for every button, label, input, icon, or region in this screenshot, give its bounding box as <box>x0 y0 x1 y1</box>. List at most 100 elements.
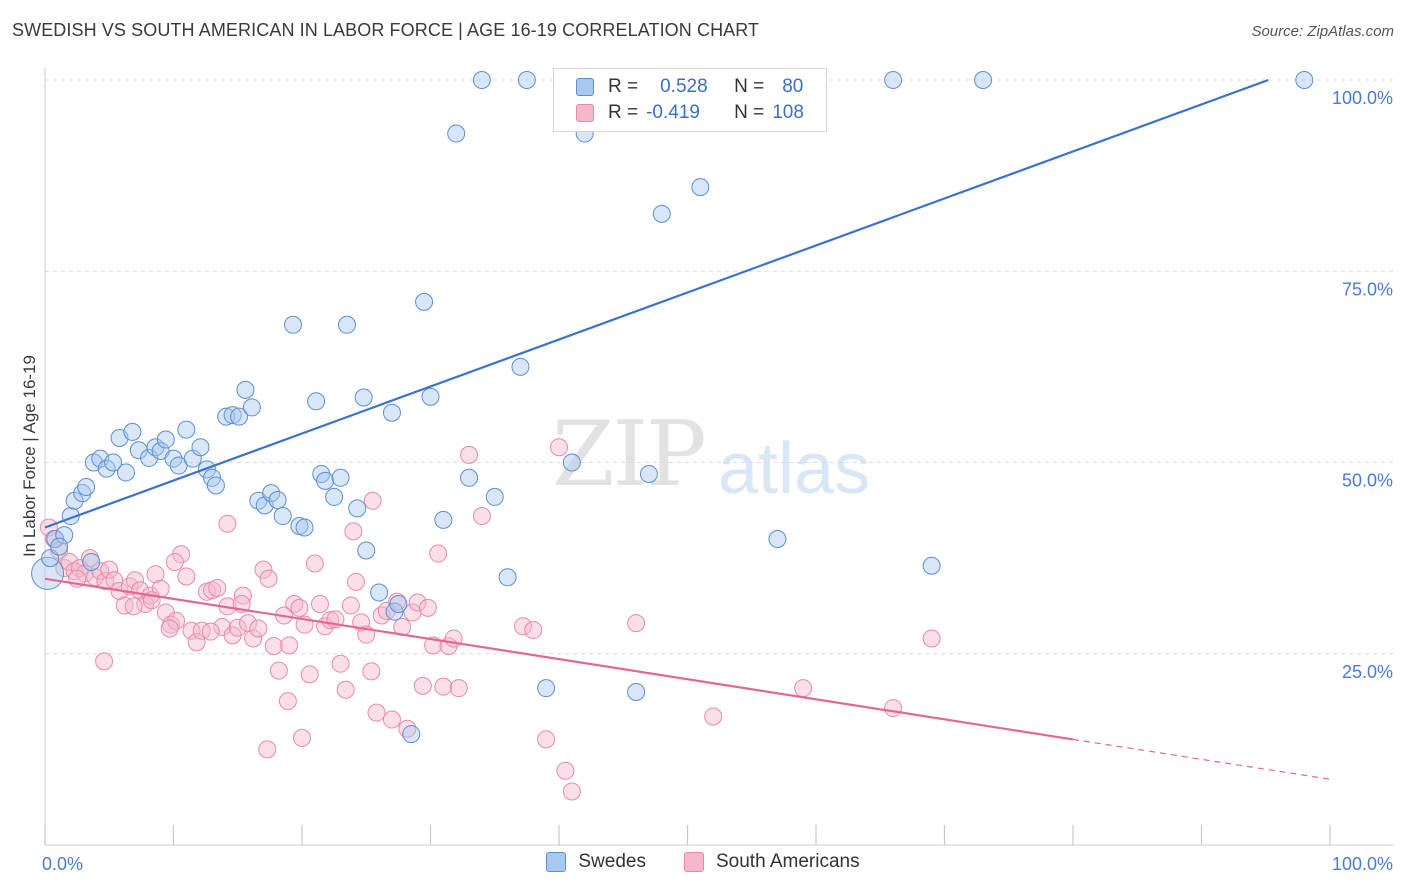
swedes-point <box>262 484 281 503</box>
y-tick-label: 50.0% <box>1342 471 1393 491</box>
south-americans-trend-line <box>44 577 1074 741</box>
swedes-point <box>191 438 210 457</box>
south-americans-point <box>344 522 363 541</box>
swedes-point <box>421 387 440 406</box>
south-americans-point <box>300 665 319 684</box>
swedes-swatch-icon <box>576 78 594 96</box>
south-americans-point <box>228 618 247 637</box>
swedes-point <box>922 556 941 575</box>
n-label: N = <box>734 102 765 123</box>
south-americans-point <box>39 518 58 537</box>
south-americans-point <box>377 601 396 620</box>
south-americans-point <box>341 596 360 615</box>
r-label: R = <box>608 76 639 97</box>
swedes-point <box>337 315 356 334</box>
south-americans-point <box>182 621 201 640</box>
south-americans-point <box>280 636 299 655</box>
trend-lines <box>44 78 1331 780</box>
watermark-atlas: atlas <box>718 429 871 509</box>
south-americans-point <box>794 679 813 698</box>
swedes-point <box>639 464 658 483</box>
south-americans-point <box>290 598 309 617</box>
swedes-legend-icon <box>546 852 567 872</box>
swedes-trend-line <box>44 78 1269 529</box>
swedes-point <box>77 477 96 496</box>
swedes-point <box>370 583 389 602</box>
swedes-point <box>223 406 242 425</box>
south-americans-point <box>434 677 453 696</box>
swedes-point <box>768 530 787 548</box>
south-americans-point <box>556 761 575 780</box>
south-americans-points <box>39 438 941 801</box>
swedes-point <box>65 491 84 510</box>
south-americans-point <box>627 614 646 633</box>
south-americans-point <box>187 633 206 652</box>
series-legend: Swedes South Americans <box>0 851 1406 873</box>
south-americans-point <box>254 560 273 579</box>
swedes-point <box>104 453 123 472</box>
south-americans-point <box>884 699 903 718</box>
swedes-n-value: 80 <box>782 76 804 97</box>
south-americans-point <box>218 514 237 533</box>
swedes-point <box>140 448 159 467</box>
swedes-point <box>389 595 408 614</box>
swedes-point <box>206 476 225 495</box>
swedes-point <box>273 507 292 526</box>
swedes-point <box>284 315 303 334</box>
swedes-point <box>537 679 556 698</box>
south-americans-legend-label: South Americans <box>715 851 860 872</box>
south-americans-point <box>310 595 329 614</box>
south-americans-point <box>96 572 115 591</box>
south-americans-point <box>449 679 468 698</box>
n-label: N = <box>734 76 765 97</box>
legend-item-south-americans[interactable]: South Americans <box>683 851 860 873</box>
x-tick-label: 0.0% <box>42 854 83 874</box>
tick-labels: 25.0% 50.0% 75.0% 100.0% 0.0% 100.0% <box>42 88 1393 874</box>
south-americans-point <box>124 597 143 616</box>
swedes-point <box>236 380 255 399</box>
swedes-point <box>55 526 74 545</box>
south-americans-point <box>293 728 311 747</box>
south-americans-point <box>100 560 119 579</box>
swedes-point <box>460 468 479 487</box>
swedes-point <box>382 403 401 422</box>
legend-item-swedes[interactable]: Swedes <box>546 851 646 873</box>
swedes-point <box>348 499 367 518</box>
south-americans-point <box>177 567 196 586</box>
south-americans-point <box>305 554 324 573</box>
south-americans-point <box>362 662 381 681</box>
south-americans-point <box>704 707 723 726</box>
y-tick-label: 100.0% <box>1332 88 1393 108</box>
swedes-point <box>1295 71 1314 89</box>
south-americans-r-value: -0.419 <box>646 102 700 123</box>
swedes-point <box>116 463 135 482</box>
swedes-point <box>242 398 261 417</box>
stats-legend: R = 0.528 N = 80 R = -0.419 N = 108 <box>553 68 827 132</box>
legend-row-swedes: R = 0.528 N = 80 <box>576 74 803 100</box>
south-americans-point <box>264 637 283 656</box>
source-credit: Source: ZipAtlas.com <box>1251 23 1394 40</box>
swedes-point <box>627 683 646 701</box>
swedes-point <box>434 510 453 529</box>
south-americans-legend-icon <box>683 852 704 872</box>
y-tick-label: 75.0% <box>1342 279 1393 299</box>
x-tick-label: 100.0% <box>1332 854 1393 874</box>
swedes-point <box>123 422 142 441</box>
watermark-zip: ZIP <box>552 402 707 507</box>
r-label: R = <box>608 102 639 123</box>
south-americans-point <box>922 629 941 648</box>
south-americans-point <box>367 703 386 722</box>
swedes-points <box>31 71 1314 744</box>
legend-row-south-americans: R = -0.419 N = 108 <box>576 100 804 126</box>
swedes-point <box>268 490 287 509</box>
swedes-point <box>447 124 466 143</box>
south-americans-point <box>460 445 479 464</box>
south-americans-point <box>146 565 165 584</box>
swedes-legend-label: Swedes <box>578 851 646 872</box>
axes <box>44 68 1393 846</box>
south-americans-point <box>562 782 581 801</box>
swedes-point <box>82 552 101 571</box>
south-americans-point <box>514 617 533 636</box>
south-americans-point <box>269 661 288 680</box>
